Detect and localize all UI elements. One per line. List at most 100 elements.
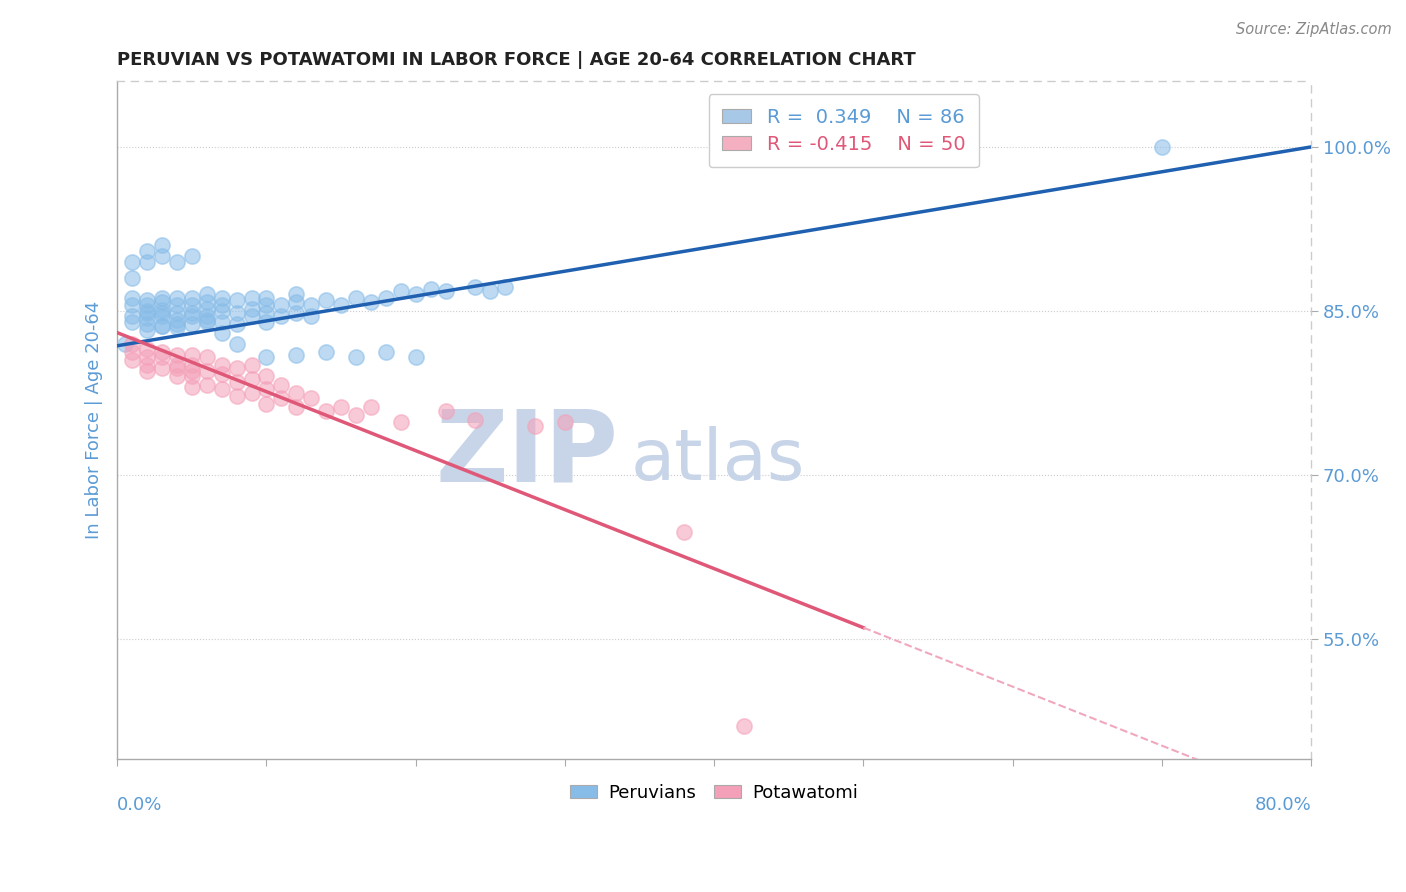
Point (180, 364, 202, 378)
Point (360, 295, 382, 310)
Point (225, 375, 247, 389)
Point (166, 360, 188, 375)
Point (733, 719, 755, 733)
Text: 80.0%: 80.0% (1254, 796, 1312, 814)
Point (166, 359, 188, 373)
Point (256, 350, 278, 364)
Text: 0.0%: 0.0% (117, 796, 163, 814)
Point (299, 298, 322, 312)
Point (180, 317, 202, 331)
Point (180, 310, 202, 324)
Point (166, 254, 188, 268)
Point (195, 350, 218, 364)
Point (211, 315, 233, 329)
Point (211, 303, 233, 318)
Point (270, 378, 292, 392)
Point (270, 310, 292, 324)
Point (256, 369, 278, 384)
Point (240, 385, 263, 400)
Point (240, 291, 263, 305)
Point (256, 291, 278, 305)
Point (419, 282, 441, 296)
Point (180, 291, 202, 305)
Legend: Peruvians, Potawatomi: Peruvians, Potawatomi (561, 774, 868, 811)
Point (180, 249, 202, 263)
Point (180, 306, 202, 320)
Point (136, 303, 159, 318)
Point (360, 400, 382, 414)
Point (256, 298, 278, 312)
Point (524, 418, 547, 433)
Point (225, 293, 247, 307)
Point (136, 317, 159, 331)
Point (136, 364, 159, 378)
Point (150, 350, 173, 364)
Point (195, 364, 218, 378)
Point (195, 287, 218, 301)
Point (434, 284, 457, 298)
Point (405, 350, 427, 364)
Point (136, 293, 159, 307)
Point (150, 319, 173, 334)
Point (211, 298, 233, 312)
Point (285, 385, 308, 400)
Point (150, 249, 173, 263)
Point (150, 302, 173, 317)
Point (121, 310, 143, 324)
Point (166, 347, 188, 361)
Point (195, 315, 218, 329)
Point (195, 301, 218, 316)
Point (256, 397, 278, 411)
Point (211, 359, 233, 373)
Point (315, 345, 337, 359)
Point (136, 342, 159, 356)
Point (166, 369, 188, 384)
Point (344, 350, 367, 364)
Point (285, 295, 308, 310)
Point (166, 320, 188, 334)
Point (315, 293, 337, 307)
Point (166, 306, 188, 320)
Point (150, 345, 173, 359)
Point (389, 284, 412, 298)
Point (256, 315, 278, 329)
Point (225, 317, 247, 331)
Point (270, 391, 292, 405)
Point (344, 408, 367, 422)
Point (240, 359, 263, 373)
Point (344, 291, 367, 305)
Point (150, 291, 173, 305)
Point (121, 298, 143, 312)
Point (121, 315, 143, 329)
Point (211, 367, 233, 381)
Point (121, 271, 143, 285)
Point (114, 336, 136, 351)
Point (150, 360, 173, 375)
Point (434, 404, 457, 418)
Point (121, 254, 143, 268)
Point (121, 353, 143, 368)
Y-axis label: In Labor Force | Age 20-64: In Labor Force | Age 20-64 (86, 301, 103, 539)
Point (136, 306, 159, 320)
Point (150, 295, 173, 310)
Point (673, 524, 696, 539)
Point (270, 298, 292, 312)
Point (180, 347, 202, 361)
Point (285, 287, 308, 301)
Point (166, 298, 188, 312)
Point (136, 359, 159, 373)
Point (195, 378, 218, 392)
Point (330, 400, 353, 414)
Point (136, 254, 159, 268)
Point (211, 383, 233, 397)
Point (211, 291, 233, 305)
Point (180, 369, 202, 384)
Point (315, 404, 337, 418)
Point (299, 391, 322, 405)
Point (285, 400, 308, 414)
Point (464, 279, 486, 293)
Point (240, 301, 263, 316)
Point (166, 312, 188, 326)
Point (150, 306, 173, 320)
Point (240, 310, 263, 324)
